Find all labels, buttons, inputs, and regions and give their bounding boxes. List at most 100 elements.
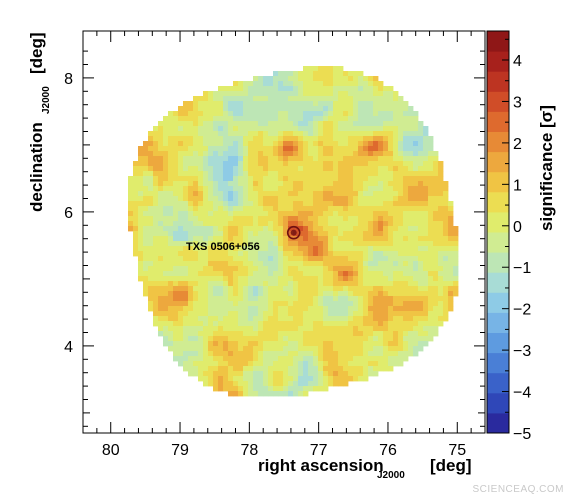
heatmap-cell	[433, 286, 439, 292]
heatmap-cell	[353, 86, 359, 92]
heatmap-cell	[318, 146, 324, 152]
heatmap-cell	[188, 131, 194, 137]
heatmap-cell	[258, 321, 264, 327]
heatmap-cell	[173, 351, 179, 357]
heatmap-cell	[258, 96, 264, 102]
heatmap-cell	[273, 121, 279, 127]
heatmap-cell	[143, 221, 149, 227]
heatmap-cell	[153, 131, 159, 137]
heatmap-cell	[363, 131, 369, 137]
heatmap-cell	[223, 151, 229, 157]
heatmap-cell	[303, 391, 309, 397]
heatmap-cell	[363, 111, 369, 117]
heatmap-cell	[273, 76, 279, 82]
heatmap-cell	[278, 291, 284, 297]
heatmap-cell	[393, 331, 399, 337]
heatmap-cell	[373, 136, 379, 142]
heatmap-cell	[303, 361, 309, 367]
heatmap-cell	[228, 321, 234, 327]
heatmap-cell	[213, 96, 219, 102]
heatmap-cell	[338, 131, 344, 137]
heatmap-cell	[368, 291, 374, 297]
heatmap-cell	[303, 311, 309, 317]
heatmap-cell	[373, 141, 379, 147]
heatmap-cell	[393, 296, 399, 302]
heatmap-cell	[288, 221, 294, 227]
heatmap-cell	[353, 241, 359, 247]
heatmap-cell	[448, 281, 454, 287]
heatmap-cell	[183, 251, 189, 257]
heatmap-cell	[188, 176, 194, 182]
heatmap-cell	[313, 281, 319, 287]
heatmap-cell	[173, 261, 179, 267]
heatmap-cell	[223, 241, 229, 247]
heatmap-cell	[228, 281, 234, 287]
heatmap-cell	[378, 156, 384, 162]
heatmap-cell	[263, 256, 269, 262]
heatmap-cell	[408, 201, 414, 207]
y-tick-label: 6	[64, 205, 73, 222]
heatmap-cell	[423, 231, 429, 237]
heatmap-cell	[433, 226, 439, 232]
heatmap-cell	[273, 371, 279, 377]
heatmap-cell	[343, 301, 349, 307]
heatmap-cell	[398, 201, 404, 207]
heatmap-cell	[423, 136, 429, 142]
heatmap-cell	[408, 276, 414, 282]
heatmap-cell	[368, 176, 374, 182]
heatmap-cell	[368, 151, 374, 157]
heatmap-cell	[243, 311, 249, 317]
heatmap-cell	[313, 226, 319, 232]
heatmap-cell	[133, 216, 139, 222]
heatmap-cell	[208, 336, 214, 342]
heatmap-cell	[343, 151, 349, 157]
heatmap-cell	[353, 211, 359, 217]
heatmap-cell	[323, 96, 329, 102]
heatmap-cell	[298, 146, 304, 152]
heatmap-cell	[153, 306, 159, 312]
heatmap-cell	[368, 296, 374, 302]
heatmap-cell	[313, 191, 319, 197]
heatmap-cell	[403, 316, 409, 322]
heatmap-cell	[283, 96, 289, 102]
heatmap-cell	[453, 226, 459, 232]
heatmap-cell	[263, 376, 269, 382]
heatmap-cell	[193, 161, 199, 167]
heatmap-cell	[368, 136, 374, 142]
heatmap-cell	[433, 251, 439, 257]
heatmap-cell	[323, 216, 329, 222]
heatmap-cell	[283, 301, 289, 307]
heatmap-cell	[308, 156, 314, 162]
heatmap-cell	[303, 151, 309, 157]
heatmap-cell	[343, 336, 349, 342]
heatmap-cell	[358, 96, 364, 102]
heatmap-cell	[288, 366, 294, 372]
heatmap-cell	[313, 336, 319, 342]
heatmap-cell	[243, 161, 249, 167]
heatmap-cell	[303, 336, 309, 342]
heatmap-cell	[333, 366, 339, 372]
heatmap-cell	[223, 216, 229, 222]
heatmap-cell	[243, 86, 249, 92]
heatmap-cell	[428, 161, 434, 167]
heatmap-cell	[183, 241, 189, 247]
heatmap-cell	[188, 186, 194, 192]
heatmap-cell	[233, 196, 239, 202]
heatmap-cell	[293, 71, 299, 77]
heatmap-cell	[333, 316, 339, 322]
heatmap-cell	[298, 336, 304, 342]
heatmap-cell	[173, 306, 179, 312]
heatmap-cell	[318, 276, 324, 282]
heatmap-cell	[408, 296, 414, 302]
heatmap-cell	[233, 331, 239, 337]
heatmap-cell	[243, 106, 249, 112]
heatmap-cell	[248, 131, 254, 137]
heatmap-cell	[283, 311, 289, 317]
heatmap-cell	[378, 246, 384, 252]
heatmap-cell	[138, 196, 144, 202]
heatmap-cell	[193, 271, 199, 277]
heatmap-cell	[158, 311, 164, 317]
heatmap-cell	[243, 241, 249, 247]
heatmap-cell	[228, 156, 234, 162]
heatmap-cell	[303, 381, 309, 387]
